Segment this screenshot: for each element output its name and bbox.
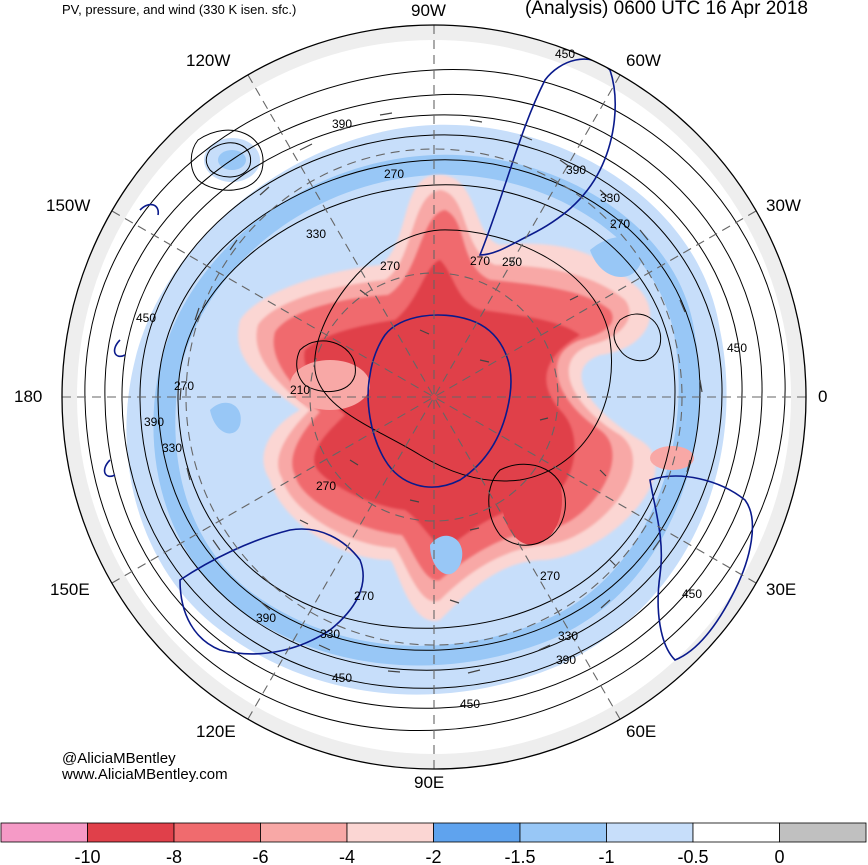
contour-label: 450 (460, 697, 480, 711)
colorbar-swatch (87, 822, 175, 843)
longitude-label-180: 180 (14, 387, 43, 406)
coastlines (103, 58, 754, 661)
colorbar-swatches (0, 822, 867, 843)
colorbar-ticks: -10 -8 -6 -4 -2 -1.5 -1 -0.5 0 (74, 847, 784, 865)
colorbar-tick-label: -0.5 (677, 847, 708, 865)
contour-label: 390 (256, 611, 276, 625)
contour-label: 450 (136, 311, 156, 325)
colorbar-tick-label: -1 (598, 847, 614, 865)
map-subtitle: PV, pressure, and wind (330 K isen. sfc.… (62, 2, 297, 17)
wind-barbs (179, 112, 703, 674)
colorbar-tick-label: -4 (339, 847, 355, 865)
contour-label: 270 (610, 217, 630, 231)
colorbar-tick-label: -8 (166, 847, 182, 865)
colorbar-tick-label: -6 (252, 847, 268, 865)
contour-label: 450 (682, 587, 702, 601)
map-boundary (61, 24, 807, 770)
longitude-label-150w: 150W (46, 196, 91, 215)
longitude-label-0: 0 (818, 387, 828, 406)
contour-label: 250 (502, 255, 522, 269)
contour-label: 270 (380, 259, 400, 273)
contour-label-layer: 450 390 330 270 270 250 270 330 390 450 … (136, 47, 747, 711)
pv-blob (502, 455, 562, 545)
colorbar-swatch (260, 822, 348, 843)
contour-label: 330 (162, 441, 182, 455)
contour-label: 270 (540, 569, 560, 583)
contour-label: 210 (290, 383, 310, 397)
pv-blob (650, 446, 694, 470)
colorbar-swatch (606, 822, 694, 843)
longitude-label-60e: 60E (626, 722, 657, 741)
longitude-label-30e: 30E (766, 580, 797, 599)
contour-label: 270 (384, 167, 404, 181)
graticule (62, 25, 806, 769)
contour-label: 330 (320, 627, 340, 641)
pv-shading (62, 25, 806, 769)
europe-outline (649, 475, 754, 661)
longitude-label-150e: 150E (50, 580, 90, 599)
colorbar-tick-label: -1.5 (504, 847, 535, 865)
longitude-label-30w: 30W (766, 196, 801, 215)
colorbar-swatch (519, 822, 607, 843)
contour-label: 390 (144, 415, 164, 429)
contour-label: 390 (556, 653, 576, 667)
contour-label: 390 (566, 163, 586, 177)
contour-label: 330 (306, 227, 326, 241)
colorbar: -10 -8 -6 -4 -2 -1.5 -1 -0.5 0 (0, 822, 867, 865)
greenland-outline (367, 314, 512, 488)
credit-handle: @AliciaMBentley (62, 750, 176, 767)
credit-website: www.AliciaMBentley.com (62, 766, 228, 783)
pv-blob (590, 237, 642, 277)
colorbar-tick-label: -10 (74, 847, 100, 865)
contour-label: 450 (555, 47, 575, 61)
longitude-label-90w: 90W (411, 1, 446, 20)
contour-label: 270 (470, 254, 490, 268)
north-america-outline (478, 58, 616, 256)
contour-label: 270 (316, 479, 336, 493)
contour-label: 450 (332, 671, 352, 685)
contour-label: 450 (727, 341, 747, 355)
map-title: (Analysis) 0600 UTC 16 Apr 2018 (524, 0, 808, 19)
contour-label: 270 (354, 589, 374, 603)
colorbar-swatch (779, 822, 867, 843)
pv-blob (210, 402, 241, 434)
contour-label: 270 (174, 379, 194, 393)
polar-map: 450 390 330 270 270 250 270 330 390 450 … (61, 24, 807, 770)
longitude-label-90e: 90E (414, 773, 445, 792)
colorbar-swatch (433, 822, 521, 843)
contour-label: 330 (558, 629, 578, 643)
longitude-label-120w: 120W (186, 51, 231, 70)
contour-label: 390 (332, 117, 352, 131)
pressure-contours (84, 69, 786, 731)
colorbar-swatch (173, 822, 261, 843)
longitude-label-60w: 60W (626, 51, 661, 70)
colorbar-swatch (0, 822, 88, 843)
colorbar-swatch (346, 822, 434, 843)
colorbar-tick-label: -2 (425, 847, 441, 865)
asia-outline (179, 528, 364, 655)
colorbar-swatch (692, 822, 780, 843)
colorbar-tick-label: 0 (774, 847, 784, 865)
contour-label: 330 (600, 191, 620, 205)
longitude-label-120e: 120E (196, 722, 236, 741)
pv-blob (430, 535, 463, 575)
